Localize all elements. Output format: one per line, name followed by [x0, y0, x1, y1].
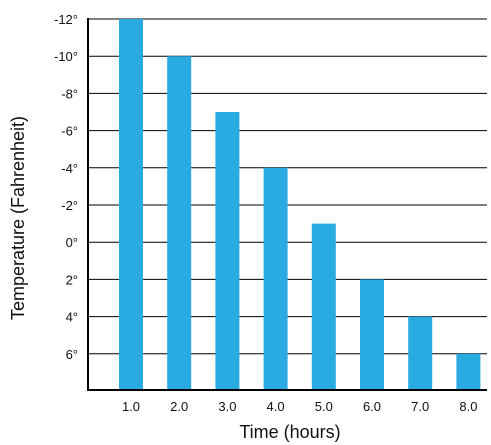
y-tick-label: -4° [61, 161, 78, 176]
x-tick-label: 6.0 [363, 399, 381, 414]
y-tick-label: -8° [61, 86, 78, 101]
y-tick-label: -10° [54, 49, 78, 64]
x-tick-label: 5.0 [315, 399, 333, 414]
y-tick-label: 6° [66, 347, 78, 362]
y-axis-title: Temperature (Fahrenheit) [8, 116, 28, 320]
x-axis-title: Time (hours) [239, 422, 340, 442]
bar [408, 316, 433, 390]
x-tick-labels: 1.0 2.0 3.0 4.0 5.0 6.0 7.0 8.0 [122, 399, 477, 414]
x-tick-label: 2.0 [170, 399, 188, 414]
x-tick-label: 4.0 [267, 399, 285, 414]
x-tick-label: 7.0 [411, 399, 429, 414]
y-tick-label: -12° [54, 12, 78, 27]
bar [119, 19, 143, 390]
bar [215, 112, 240, 390]
bar [263, 167, 288, 390]
bar [360, 279, 384, 390]
y-tick-label: 0° [66, 235, 78, 250]
y-tick-labels: -12° -10° -8° -6° -4° -2° 0° 2° 4° 6° [54, 12, 78, 362]
y-tick-label: -2° [61, 198, 78, 213]
x-tick-label: 3.0 [218, 399, 236, 414]
x-tick-label: 8.0 [459, 399, 477, 414]
y-tick-label: 4° [66, 310, 78, 325]
y-tick-label: 2° [66, 272, 78, 287]
bar [311, 223, 336, 390]
bar [167, 56, 192, 390]
x-tick-label: 1.0 [122, 399, 140, 414]
y-tick-label: -6° [61, 124, 78, 139]
bar [456, 353, 481, 390]
bars [119, 19, 481, 390]
